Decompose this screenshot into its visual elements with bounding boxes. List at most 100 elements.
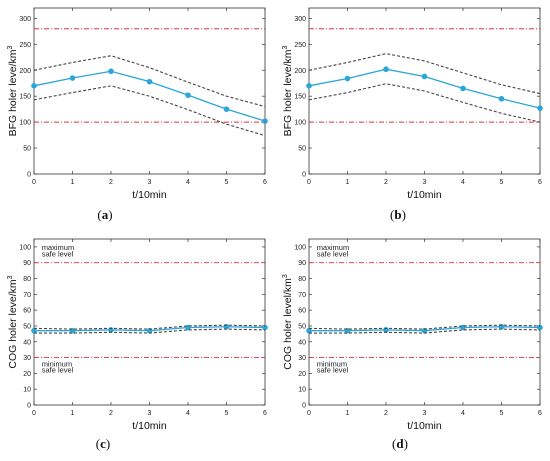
y-tick-label: 30: [23, 355, 31, 362]
y-axis-label-text: BFG holer leve/km: [282, 49, 294, 136]
x-tick-label: 3: [148, 179, 152, 186]
series-point-forecast: [262, 118, 268, 124]
y-axis-label-text: COG holer level/km: [282, 278, 294, 370]
series-line-lower-bound: [33, 85, 266, 137]
series-point-forecast: [31, 327, 37, 334]
annotation-text: maximum: [317, 243, 350, 252]
y-tick-label: 70: [298, 292, 306, 299]
y-tick-label: 50: [23, 323, 31, 330]
y-axis-label-superscript: 3: [7, 45, 14, 49]
y-tick-label: 50: [298, 323, 306, 330]
caption-a-letter: a: [101, 207, 109, 222]
x-tick-label: 2: [109, 179, 113, 186]
chart-svg-c: 0 1 2 3 4 5 60102030405060708090100t/10minCOG …: [7, 238, 268, 432]
y-tick-label: 20: [298, 371, 306, 378]
series-point-forecast: [421, 73, 428, 80]
y-tick-label: 20: [23, 371, 31, 378]
y-axis-label: BFG holer leve/km3: [282, 45, 294, 136]
y-tick-label: 40: [298, 339, 306, 346]
plot-frame: [33, 238, 266, 406]
x-tick-label: 5: [225, 179, 229, 186]
y-tick-label: 0: [302, 172, 306, 179]
y-axis-label-text: BFG holer leve/km: [7, 49, 19, 136]
y-tick-label: 200: [294, 68, 306, 75]
y-tick-label: 60: [298, 308, 306, 315]
y-tick-label: 30: [298, 355, 306, 362]
y-tick-label: 10: [298, 387, 306, 394]
chart-svg-a: 0 1 2 3 4 5 6 0 50 100 150 200 250 300 t/10min BFG hole…: [7, 7, 268, 201]
x-tick-label: 0: [307, 179, 311, 186]
series-point-forecast: [344, 75, 351, 82]
plot-frame: [308, 238, 541, 406]
y-tick-label: 80: [298, 276, 306, 283]
x-tick-label: 3: [423, 179, 427, 186]
series-point-forecast: [262, 324, 268, 331]
x-tick-label: 4: [186, 179, 190, 186]
chart-svg-d: 0 1 2 3 4 5 60102030405060708090100t/10minCOG …: [282, 238, 543, 432]
x-axis-label: t/10min: [132, 420, 167, 432]
y-axis-label: COG holer leve/km3: [7, 275, 19, 368]
y-tick-label: 0: [27, 403, 31, 410]
x-tick-label: 0: [307, 410, 311, 417]
y-tick-label: 80: [23, 276, 31, 283]
series-line-lower-bound: [309, 328, 541, 334]
x-tick-label: 5: [225, 410, 229, 417]
x-tick-label: 6: [263, 179, 267, 186]
caption-b-letter: b: [394, 207, 402, 222]
series-line-upper-bound: [308, 324, 541, 330]
caption-c-letter: c: [100, 436, 106, 451]
y-tick-label: 100: [294, 120, 306, 127]
x-tick-label: 6: [538, 410, 542, 417]
x-tick-label: 2: [109, 410, 113, 417]
y-axis-label-text: COG holer leve/km: [7, 279, 19, 369]
caption-a: (a): [97, 207, 113, 222]
chart-svg-b: 0 1 2 3 4 5 6 0 50 100 150 200 250 300 t/10min BFG hole…: [282, 7, 543, 201]
x-tick-label: 6: [263, 410, 267, 417]
series-point-forecast: [537, 105, 543, 111]
y-tick-label: 250: [294, 42, 306, 49]
caption-d-letter: d: [396, 436, 404, 451]
x-tick-label: 0: [32, 179, 36, 186]
x-tick-label: 2: [384, 410, 388, 417]
x-tick-label: 0: [32, 410, 36, 417]
annotation-text: minimum: [42, 359, 72, 368]
y-tick-label: 10: [23, 387, 31, 394]
series-line-lower-bound: [308, 83, 541, 123]
series-point-forecast: [537, 324, 543, 331]
y-tick-label: 50: [23, 146, 31, 153]
y-tick-label: 250: [19, 42, 31, 49]
chart-panel-c: 0 1 2 3 4 5 6 0 10 20 30 40 50 60 70 80 90 100 t/10min COG …: [0, 231, 275, 461]
x-tick-label: 3: [148, 410, 152, 417]
series-point-forecast: [306, 327, 312, 334]
y-tick-label: 90: [298, 260, 306, 267]
series-point-forecast: [383, 66, 389, 73]
caption-d: (d): [392, 436, 408, 451]
chart-panel-b: 0 1 2 3 4 5 6 0 50 100 150 200 250 300 t/10min BFG hole…: [275, 0, 550, 230]
y-tick-label: 60: [23, 308, 31, 315]
y-tick-label: 40: [23, 339, 31, 346]
annotation-text: safe level: [42, 366, 74, 375]
x-tick-label: 5: [500, 179, 504, 186]
series-point-forecast: [69, 75, 76, 81]
series-point-forecast: [306, 83, 312, 89]
series-point-forecast: [31, 83, 37, 89]
chart-panel-a: 0 1 2 3 4 5 6 0 50 100 150 200 250 300 t/10min BFG hole…: [0, 0, 275, 230]
x-tick-label: 3: [423, 410, 427, 417]
y-tick-label: 100: [19, 244, 31, 251]
caption-b: (b): [390, 207, 406, 222]
y-tick-label: 150: [294, 94, 306, 101]
x-tick-label: 4: [461, 179, 465, 186]
y-tick-label: 100: [294, 244, 306, 251]
y-tick-label: 70: [23, 292, 31, 299]
x-tick-label: 1: [71, 179, 75, 186]
y-tick-label: 200: [19, 68, 31, 75]
series-point-forecast: [146, 78, 153, 85]
y-tick-label: 150: [19, 94, 31, 101]
y-axis-label: COG holer level/km3: [282, 274, 294, 370]
plot-frame: [33, 7, 266, 175]
y-tick-label: 50: [298, 146, 306, 153]
x-tick-label: 1: [71, 410, 75, 417]
series-point-forecast: [108, 68, 114, 75]
y-tick-label: 300: [294, 16, 306, 23]
annotation-text: minimum: [317, 359, 347, 368]
